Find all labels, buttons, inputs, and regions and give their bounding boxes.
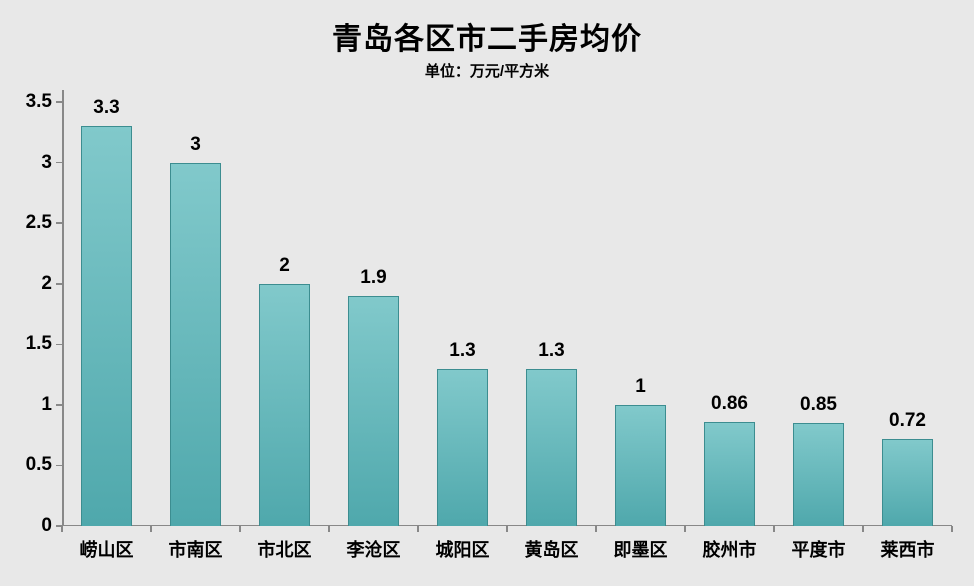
bar: 1.9	[348, 296, 400, 526]
x-tick	[684, 526, 686, 532]
bar: 0.86	[704, 422, 756, 526]
bar-value-label: 1.9	[349, 267, 399, 289]
category-label: 李沧区	[347, 536, 401, 562]
y-tick-label: 1	[41, 394, 52, 416]
y-tick-label: 0	[41, 515, 52, 537]
chart-container: 青岛各区市二手房均价 单位：万元/平方米 0 0.5 1 1.5 2 2.5 3 3.5 3.3…	[0, 0, 974, 586]
y-tick-label: 2	[41, 273, 52, 295]
x-tick	[506, 526, 508, 532]
y-tick-label: 0.5	[26, 454, 52, 476]
x-tick	[328, 526, 330, 532]
category-label: 平度市	[792, 536, 846, 562]
y-tick-label: 1.5	[26, 333, 52, 355]
bar-value-label: 1.3	[527, 340, 577, 362]
x-tick	[951, 526, 953, 532]
bar: 1	[615, 405, 667, 526]
category-label: 莱西市	[881, 536, 935, 562]
x-tick	[61, 526, 63, 532]
y-tick-label: 3	[41, 152, 52, 174]
x-tick	[239, 526, 241, 532]
x-tick	[862, 526, 864, 532]
bar-value-label: 0.72	[883, 410, 933, 432]
bar: 0.85	[793, 423, 845, 526]
x-tick	[150, 526, 152, 532]
category-label: 市南区	[169, 536, 223, 562]
bar-value-label: 1	[616, 376, 666, 398]
category-label: 城阳区	[436, 536, 490, 562]
x-tick	[417, 526, 419, 532]
y-tick	[56, 162, 62, 164]
bar-value-label: 0.86	[705, 393, 755, 415]
bar-value-label: 2	[260, 255, 310, 277]
bar-value-label: 0.85	[794, 394, 844, 416]
bar: 3.3	[81, 126, 133, 526]
bar-value-label: 3	[171, 134, 221, 156]
category-label: 崂山区	[80, 536, 134, 562]
plot-area: 00.511.522.533.53.3崂山区3市南区2市北区1.9李沧区1.3城…	[62, 90, 952, 526]
y-tick-label: 2.5	[26, 212, 52, 234]
category-label: 即墨区	[614, 536, 668, 562]
bar: 1.3	[437, 369, 489, 526]
chart-subtitle: 单位：万元/平方米	[0, 60, 974, 81]
x-tick	[773, 526, 775, 532]
y-tick	[56, 465, 62, 467]
bar: 0.72	[882, 439, 934, 526]
y-tick	[56, 222, 62, 224]
bar: 3	[170, 163, 222, 526]
x-tick	[595, 526, 597, 532]
bar: 2	[259, 284, 311, 526]
category-label: 黄岛区	[525, 536, 579, 562]
y-axis	[62, 90, 64, 526]
category-label: 市北区	[258, 536, 312, 562]
y-tick	[56, 101, 62, 103]
y-tick	[56, 283, 62, 285]
y-tick	[56, 404, 62, 406]
y-tick	[56, 344, 62, 346]
y-tick-label: 3.5	[26, 91, 52, 113]
bar-value-label: 1.3	[438, 340, 488, 362]
chart-title: 青岛各区市二手房均价	[0, 14, 974, 58]
bar-value-label: 3.3	[82, 97, 132, 119]
bar: 1.3	[526, 369, 578, 526]
category-label: 胶州市	[703, 536, 757, 562]
